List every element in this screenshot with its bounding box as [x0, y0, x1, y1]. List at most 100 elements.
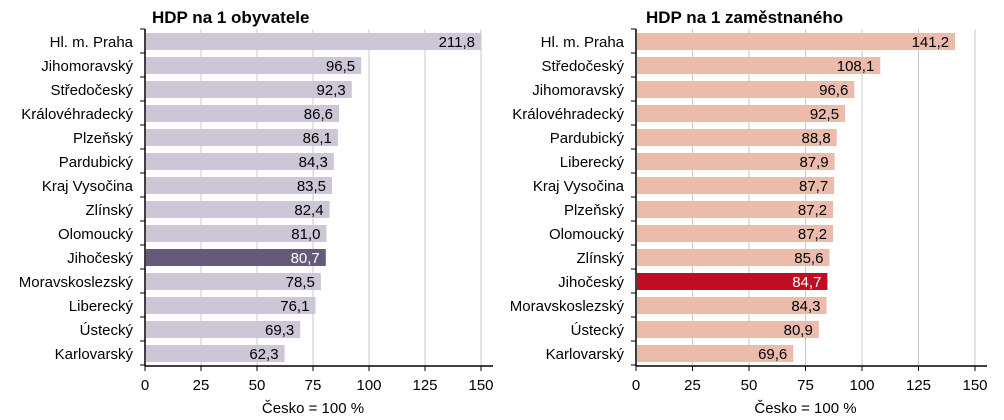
- data-label: 84,3: [791, 298, 820, 315]
- data-label: 69,3: [265, 322, 294, 339]
- x-tick-label: 25: [684, 377, 701, 394]
- data-label: 108,1: [837, 58, 875, 75]
- data-label: 86,6: [304, 106, 333, 123]
- x-tick-label: 75: [305, 377, 322, 394]
- x-tick-label: 125: [412, 377, 437, 394]
- data-label: 92,5: [810, 106, 839, 123]
- bar-plzeňský: [637, 201, 834, 218]
- data-label: 96,6: [819, 82, 848, 99]
- x-axis-label: Česko = 100 %: [754, 400, 856, 417]
- bar-liberecký: [637, 153, 835, 170]
- category-label: Liberecký: [560, 154, 625, 171]
- category-label: Ústecký: [80, 322, 134, 339]
- category-label: Pardubický: [550, 130, 625, 147]
- category-label: Olomoucký: [58, 226, 134, 243]
- data-label: 85,6: [794, 250, 823, 267]
- category-label: Kraj Vysočina: [533, 178, 625, 195]
- chart-title: HDP na 1 zaměstnaného: [646, 8, 843, 27]
- x-tick-label: 100: [356, 377, 381, 394]
- category-label: Plzeňský: [73, 130, 134, 147]
- bar-středočeský: [146, 81, 352, 98]
- bar-moravskoslezský: [637, 297, 827, 314]
- chart-title: HDP na 1 obyvatele: [152, 8, 309, 27]
- x-tick-label: 125: [906, 377, 931, 394]
- x-axis-label: Česko = 100 %: [262, 400, 364, 417]
- bar-královéhradecký: [146, 105, 339, 122]
- data-label: 87,9: [799, 154, 828, 171]
- data-label: 76,1: [280, 298, 309, 315]
- category-label: Moravskoslezský: [19, 274, 134, 291]
- category-label: Ústecký: [571, 322, 625, 339]
- bar-hl.-m.-praha: [146, 33, 481, 50]
- data-label: 86,1: [303, 130, 332, 147]
- data-label: 83,5: [297, 178, 326, 195]
- bar-pardubický: [146, 153, 334, 170]
- data-label: 84,3: [299, 154, 328, 171]
- category-label: Jihočeský: [67, 250, 133, 267]
- category-label: Jihomoravský: [532, 82, 624, 99]
- bar-středočeský: [637, 57, 881, 74]
- bar-jihočeský: [637, 273, 828, 290]
- category-label: Středočeský: [50, 82, 133, 99]
- x-tick-label: 50: [741, 377, 758, 394]
- bar-kraj-vysočina: [146, 177, 333, 194]
- data-label: 69,6: [758, 346, 787, 363]
- category-label: Olomoucký: [549, 226, 625, 243]
- data-label: 81,0: [291, 226, 320, 243]
- data-label: 87,2: [798, 226, 827, 243]
- bar-moravskoslezský: [146, 273, 321, 290]
- bar-zlínský: [637, 249, 830, 266]
- bar-zlínský: [146, 201, 330, 218]
- bar-hl.-m.-praha: [637, 33, 956, 50]
- x-tick-label: 150: [468, 377, 493, 394]
- bar-kraj-vysočina: [637, 177, 835, 194]
- bar-ústecký: [637, 321, 819, 338]
- bar-jihočeský: [146, 249, 326, 266]
- data-label: 84,7: [792, 274, 821, 291]
- category-label: Plzeňský: [564, 202, 625, 219]
- category-label: Jihomoravský: [41, 58, 133, 75]
- data-label: 211,8: [439, 34, 475, 51]
- bar-olomoucký: [637, 225, 834, 242]
- category-label: Karlovarský: [55, 346, 134, 363]
- bar-liberecký: [146, 297, 316, 314]
- category-label: Kraj Vysočina: [42, 178, 134, 195]
- data-label: 87,2: [798, 202, 827, 219]
- data-label: 62,3: [249, 346, 278, 363]
- bar-pardubický: [637, 129, 837, 146]
- data-label: 82,4: [294, 202, 323, 219]
- category-label: Karlovarský: [546, 346, 625, 363]
- category-label: Jihočeský: [558, 274, 624, 291]
- x-tick-label: 0: [632, 377, 640, 394]
- bar-jihomoravský: [637, 81, 855, 98]
- category-label: Středočeský: [541, 58, 624, 75]
- category-label: Královéhradecký: [512, 106, 624, 123]
- category-label: Moravskoslezský: [510, 298, 625, 315]
- category-label: Hl. m. Praha: [50, 34, 134, 51]
- data-label: 96,5: [326, 58, 355, 75]
- data-label: 78,5: [286, 274, 315, 291]
- bar-jihomoravský: [146, 57, 362, 74]
- bar-karlovarský: [637, 345, 794, 362]
- x-tick-label: 75: [797, 377, 814, 394]
- data-label: 92,3: [317, 82, 346, 99]
- data-label: 80,7: [291, 250, 320, 267]
- x-tick-label: 0: [141, 377, 149, 394]
- data-label: 87,7: [799, 178, 828, 195]
- data-label: 88,8: [801, 130, 830, 147]
- bar-královéhradecký: [637, 105, 846, 122]
- x-tick-label: 100: [849, 377, 874, 394]
- bar-plzeňský: [146, 129, 338, 146]
- bar-olomoucký: [146, 225, 327, 242]
- category-label: Pardubický: [59, 154, 134, 171]
- x-tick-label: 150: [962, 377, 987, 394]
- data-label: 141,2: [912, 34, 950, 51]
- x-tick-label: 25: [193, 377, 210, 394]
- category-label: Hl. m. Praha: [541, 34, 625, 51]
- category-label: Královéhradecký: [21, 106, 133, 123]
- x-tick-label: 50: [249, 377, 266, 394]
- bar-karlovarský: [146, 345, 285, 362]
- bar-ústecký: [146, 321, 301, 338]
- data-label: 80,9: [784, 322, 813, 339]
